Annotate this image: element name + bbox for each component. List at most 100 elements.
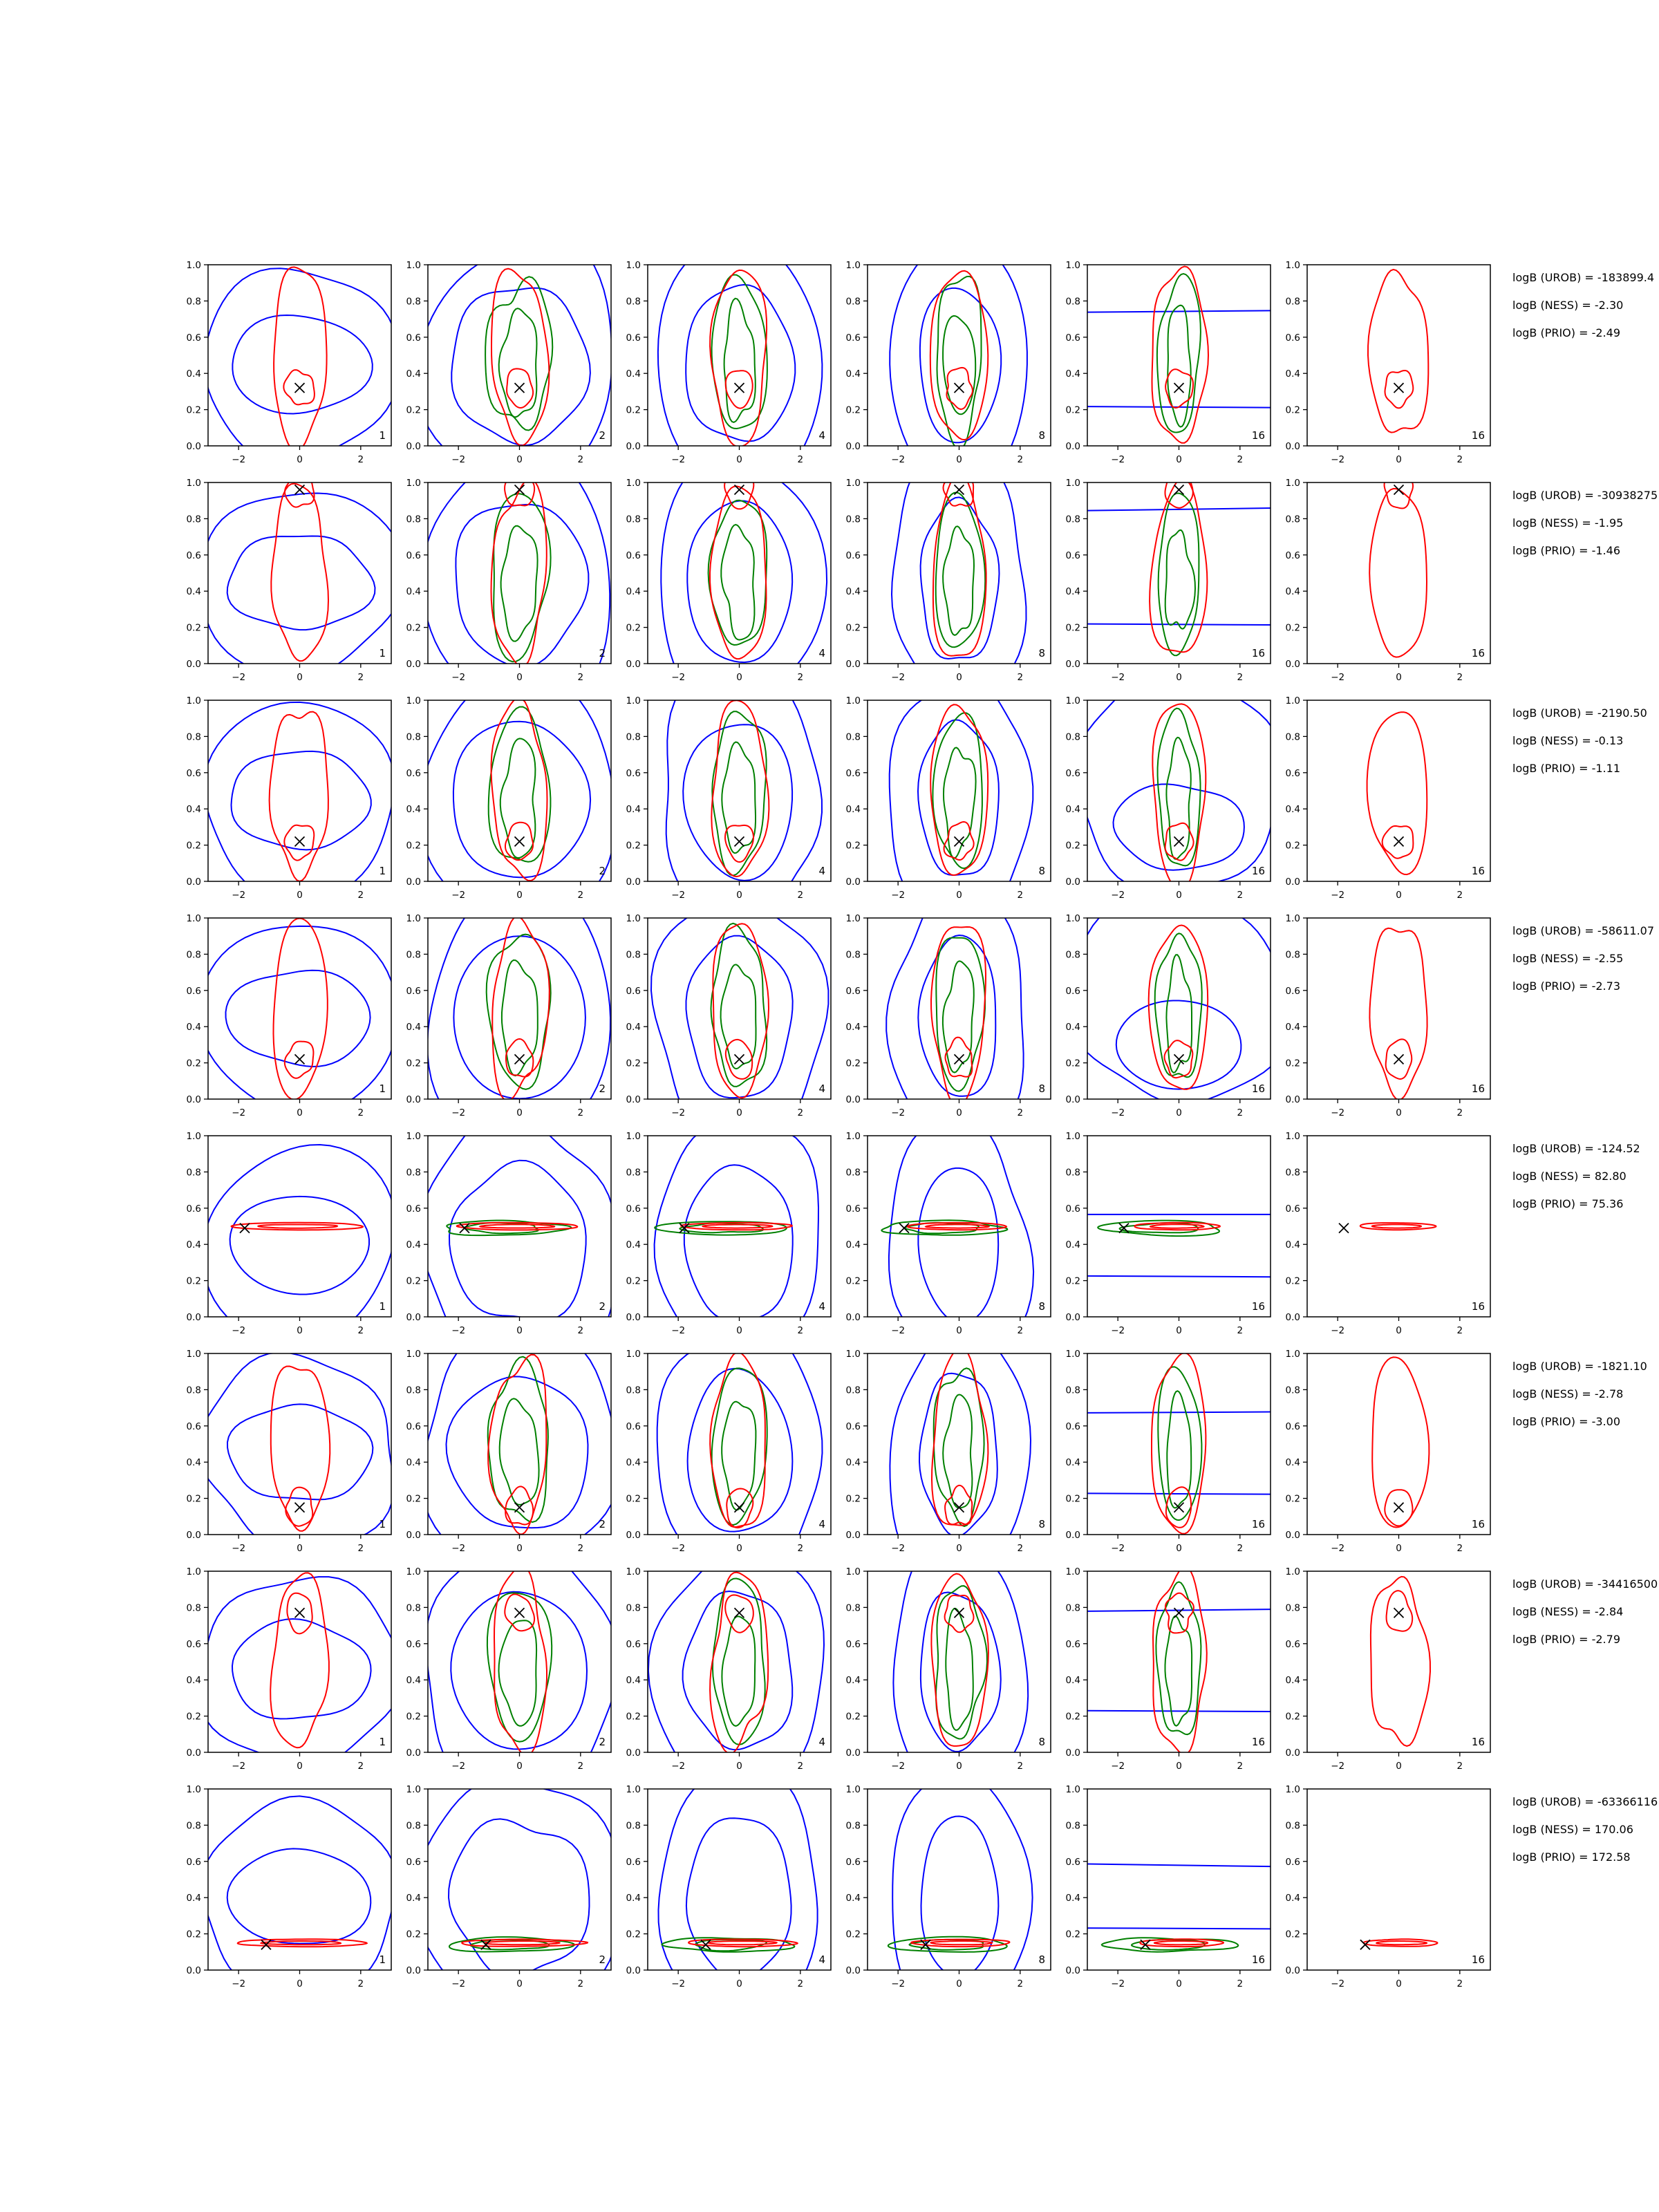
- y-tick-label: 0.4: [187, 1893, 201, 1904]
- axes-frame: [1306, 917, 1491, 1100]
- contours: [1087, 1863, 1271, 1953]
- x-tick-label: −2: [891, 1978, 905, 1989]
- panel-r4-c4: −2 0 2 0.0 0.2 0.4 0.6 0.8 1.0 8: [846, 913, 1051, 1118]
- x-tick-label: 0: [516, 1325, 523, 1336]
- truth-marker: [294, 836, 306, 847]
- y-tick-label: 0.2: [1286, 1929, 1300, 1940]
- y-tick-label: 0.2: [187, 841, 201, 852]
- x-tick-label: 0: [956, 454, 962, 465]
- panel-label: 16: [1252, 429, 1265, 442]
- panel-r8-c5: −2 0 2 0.0 0.2 0.4 0.6 0.8 1.0 16: [1066, 1784, 1271, 1989]
- x-tick-label: −2: [232, 1107, 245, 1118]
- contour-line: [1163, 1040, 1194, 1079]
- y-tick-label: 1.0: [1286, 1131, 1300, 1142]
- panel-r7-c3: −2 0 2 0.0 0.2 0.4 0.6 0.8 1.0 4: [626, 1566, 832, 1772]
- y-tick-label: 1.0: [1066, 478, 1080, 489]
- contour-line: [1139, 1938, 1225, 1948]
- contour-line: [711, 1577, 766, 1745]
- y-tick-label: 1.0: [406, 1784, 421, 1795]
- contour-line: [208, 492, 391, 664]
- y-tick-label: 0.0: [406, 1965, 421, 1976]
- y-tick-label: 1.0: [626, 695, 641, 706]
- y-tick-label: 0.6: [1066, 1857, 1080, 1868]
- y-tick-label: 0.6: [1066, 986, 1080, 997]
- x-tick-label: −2: [1111, 1107, 1125, 1118]
- x-tick-label: 0: [1176, 1107, 1182, 1118]
- contour-line: [270, 1572, 330, 1749]
- y-tick-label: 0.8: [846, 1385, 861, 1396]
- logb-annotation: logB (PRIO) = -1.46: [1512, 544, 1620, 557]
- truth-marker: [514, 1607, 525, 1618]
- y-tick-label: 0.8: [406, 514, 421, 525]
- y-tick-label: 0.6: [1066, 1421, 1080, 1432]
- contour-line: [1369, 487, 1428, 658]
- y-tick-label: 0.0: [1066, 1094, 1080, 1105]
- y-tick-label: 0.4: [406, 368, 421, 379]
- truth-marker: [1173, 1053, 1185, 1065]
- x-tick-label: 2: [1018, 454, 1024, 465]
- x-tick-label: 2: [1457, 672, 1463, 683]
- y-tick-label: 0.0: [1066, 1312, 1080, 1323]
- y-tick-label: 0.6: [406, 1421, 421, 1432]
- y-tick-label: 0.4: [1286, 1457, 1300, 1468]
- panel-r1-c4: −2 0 2 0.0 0.2 0.4 0.6 0.8 1.0 8: [846, 260, 1051, 465]
- y-tick-label: 0.2: [187, 1712, 201, 1723]
- y-tick-label: 0.4: [626, 1457, 641, 1468]
- y-tick-label: 0.0: [406, 877, 421, 888]
- panel-label: 2: [599, 1518, 606, 1530]
- y-tick-label: 0.8: [1286, 296, 1300, 307]
- axes-frame: [1306, 1788, 1491, 1971]
- y-tick-label: 1.0: [406, 1349, 421, 1360]
- contour-line: [226, 1403, 374, 1501]
- panel-r7-c6: −2 0 2 0.0 0.2 0.4 0.6 0.8 1.0 16: [1286, 1566, 1491, 1772]
- x-tick-label: 0: [1176, 1978, 1182, 1989]
- x-tick-label: 0: [516, 1543, 523, 1554]
- y-tick-label: 0.6: [846, 1203, 861, 1215]
- y-tick-label: 1.0: [846, 478, 861, 489]
- panel-r6-c2: −2 0 2 0.0 0.2 0.4 0.6 0.8 1.0 2: [406, 1349, 612, 1554]
- contour-line: [709, 1353, 766, 1528]
- x-tick-label: −2: [1111, 454, 1125, 465]
- y-tick-label: 0.2: [1066, 1712, 1080, 1723]
- contour-line: [1087, 918, 1271, 1099]
- panel-label: 16: [1252, 1736, 1265, 1748]
- y-tick-label: 0.2: [846, 405, 861, 416]
- axes-frame: [207, 1135, 392, 1318]
- y-tick-label: 0.0: [626, 1965, 641, 1976]
- y-tick-label: 0.4: [1066, 804, 1080, 815]
- contours: [890, 482, 1027, 664]
- y-tick-label: 0.6: [1066, 550, 1080, 561]
- y-tick-label: 0.2: [1286, 1712, 1300, 1723]
- contour-line: [455, 503, 590, 664]
- x-tick-label: 0: [1176, 1543, 1182, 1554]
- y-tick-label: 0.6: [846, 1421, 861, 1432]
- y-tick-label: 0.8: [187, 296, 201, 307]
- x-tick-label: −2: [1331, 1978, 1344, 1989]
- contours: [428, 918, 611, 1099]
- contour-line: [686, 500, 794, 664]
- contour-line: [943, 821, 975, 861]
- y-tick-label: 1.0: [846, 695, 861, 706]
- x-tick-label: 2: [1018, 672, 1024, 683]
- contour-line: [724, 482, 755, 510]
- contour-line: [932, 712, 983, 870]
- y-tick-label: 0.2: [1286, 1494, 1300, 1505]
- contour-line: [493, 1571, 547, 1752]
- y-tick-label: 1.0: [626, 260, 641, 271]
- x-tick-label: 2: [1018, 1543, 1024, 1554]
- contour-line: [945, 1607, 974, 1731]
- y-tick-label: 0.8: [846, 1167, 861, 1178]
- panel-label: 4: [818, 1736, 825, 1748]
- y-tick-label: 0.8: [1286, 949, 1300, 960]
- contour-line: [919, 287, 1002, 444]
- y-tick-label: 0.2: [187, 623, 201, 634]
- contours: [1087, 1213, 1271, 1278]
- x-tick-label: 0: [516, 672, 523, 683]
- contour-line: [1087, 1275, 1271, 1278]
- x-tick-label: 0: [956, 1978, 962, 1989]
- x-tick-label: 2: [1237, 1325, 1244, 1336]
- panel-r6-c5: −2 0 2 0.0 0.2 0.4 0.6 0.8 1.0 16: [1066, 1349, 1271, 1554]
- contour-line: [709, 269, 768, 446]
- panel-r1-c5: −2 0 2 0.0 0.2 0.4 0.6 0.8 1.0 16: [1066, 260, 1271, 465]
- contour-line: [225, 969, 371, 1068]
